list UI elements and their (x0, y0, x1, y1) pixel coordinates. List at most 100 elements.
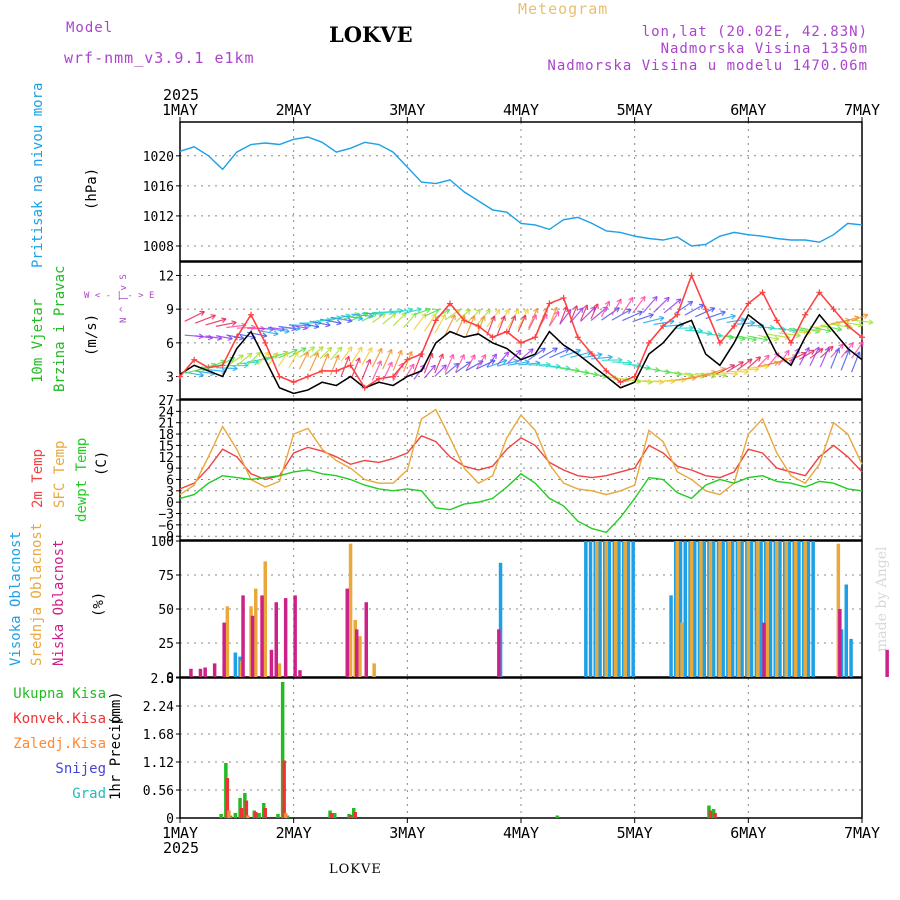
wind-arrow (444, 354, 455, 374)
clouds-bar-srednja-oblacnost (756, 541, 760, 677)
clouds-bar-visoka-oblacnost (787, 541, 792, 677)
clouds-bar-visoka-oblacnost (811, 541, 815, 677)
wind-arrowhead (640, 296, 646, 302)
wind-arrow (517, 308, 529, 329)
clouds-bar-visoka-oblacnost (584, 541, 588, 677)
wind-arrowhead (246, 352, 253, 359)
wind-arrow (538, 347, 558, 360)
wind-compass-ns: N ^ | v S (119, 274, 129, 323)
y-tick-label: 2.8 (151, 672, 174, 687)
clouds-bar-niska-oblacnost (269, 649, 274, 677)
x-tick-label-bottom: 6MAY (730, 824, 766, 842)
y-tick-label: 3 (166, 371, 174, 386)
clouds-bar-niska-oblacnost (189, 668, 193, 677)
wind-arrow (580, 306, 596, 322)
wind-arrow (642, 296, 658, 313)
clouds-bar-visoka-oblacnost (759, 541, 763, 677)
wind-arrow (486, 359, 508, 368)
wind-arrowhead (664, 296, 670, 303)
wind-arrowhead (326, 346, 333, 353)
wind-arrowhead (510, 315, 517, 321)
precipitation-bar-konvek-kisa (244, 800, 249, 818)
y-tick-label: −6 (158, 519, 174, 534)
clouds-bar-srednja-oblacnost (675, 541, 679, 677)
wind-arrow (475, 315, 485, 337)
wind-arrowhead (730, 313, 736, 320)
wind-arrow (643, 380, 664, 383)
y-tick-label: 9 (166, 462, 174, 477)
legend-total-rain: Ukupna Kisa (13, 686, 106, 702)
wind-arrowhead (844, 349, 851, 355)
wind-arrow (465, 315, 476, 337)
wind-arrowhead (857, 321, 864, 328)
wind-arrowhead (521, 314, 527, 321)
wind-arrow (195, 335, 213, 339)
wind-arrowhead (409, 363, 415, 370)
clouds-bar-niska-oblacnost (345, 588, 349, 677)
wind-arrow (195, 370, 216, 375)
wind-arrow (184, 311, 205, 322)
clouds-bar-visoka-oblacnost (844, 584, 848, 677)
clouds-bar-niska-oblacnost (203, 667, 207, 677)
wind-arrow (434, 353, 444, 374)
wind-arrow (267, 352, 279, 366)
wind-arrow (559, 306, 568, 325)
wind-arrowhead (740, 317, 746, 323)
wind-arrow (507, 349, 522, 364)
clouds-bar-visoka-oblacnost (626, 541, 631, 677)
wind-arrow (205, 368, 227, 373)
wind-arrowhead (858, 341, 864, 347)
wind-arrow (840, 342, 854, 358)
y-tick-label: 1.12 (143, 756, 174, 771)
wind-arrow (622, 311, 643, 322)
clouds-bar-visoka-oblacnost (631, 541, 635, 677)
wind-series-overlay-gust (179, 273, 863, 389)
wind-arrowhead (626, 308, 632, 314)
wind-arrow (423, 364, 436, 379)
wind-arrow (340, 346, 353, 362)
precipitation-bar-konvek-kisa (348, 815, 353, 818)
wind-arrowhead (450, 314, 456, 320)
wind-arrowhead (500, 315, 506, 321)
wind-arrowhead (637, 310, 643, 316)
y-tick-label: 12 (158, 269, 174, 284)
wind-arrow (798, 347, 810, 366)
wind-arrowhead (365, 358, 372, 365)
clouds-bar-srednja-oblacnost (699, 541, 703, 677)
wind-arrow (549, 348, 570, 359)
y-tick-label: 3 (166, 485, 174, 500)
wind-arrow (371, 360, 382, 381)
year-label-bottom: 2025 (163, 839, 199, 857)
year-label-top: 2025 (163, 86, 199, 104)
wind-arrow (382, 349, 393, 370)
y-tick-label: 27 (158, 394, 174, 409)
wind-arrowhead (397, 349, 403, 356)
wind-arrowhead (552, 347, 558, 353)
wind-arrow (663, 298, 682, 314)
wind-arrowhead (390, 312, 397, 318)
wind-arrow (580, 353, 603, 359)
wind-arrow (507, 315, 516, 334)
wind-arrow (622, 378, 642, 383)
wind-arrow (736, 368, 759, 371)
wind-arrowhead (491, 353, 498, 360)
y-tick-label: −3 (158, 508, 174, 523)
precipitation-bar-zaledj-kisa (283, 813, 288, 818)
clouds-bar-srednja-oblacnost (263, 561, 267, 677)
wind-arrow (319, 346, 333, 360)
wind-arrow (361, 359, 371, 380)
precipitation-bar-ukupna-kisa (555, 815, 560, 818)
wind-arrowhead (357, 346, 363, 353)
clouds-bar-srednja-oblacnost (348, 543, 353, 677)
wind-arrow (695, 307, 716, 318)
wind-arrow (444, 362, 459, 376)
clouds-bar-srednja-oblacnost (784, 541, 788, 677)
wind-arrowhead (749, 320, 756, 326)
wind-arrowhead (231, 320, 237, 327)
x-tick-label-bottom: 4MAY (503, 824, 539, 842)
precipitation-bar-zaledj-kisa (246, 815, 250, 818)
temperature-series-line-sfc-temp (179, 408, 863, 496)
wind-arrowhead (513, 308, 520, 315)
wind-arrow (715, 364, 735, 375)
clouds-bar-srednja-oblacnost (604, 541, 608, 677)
